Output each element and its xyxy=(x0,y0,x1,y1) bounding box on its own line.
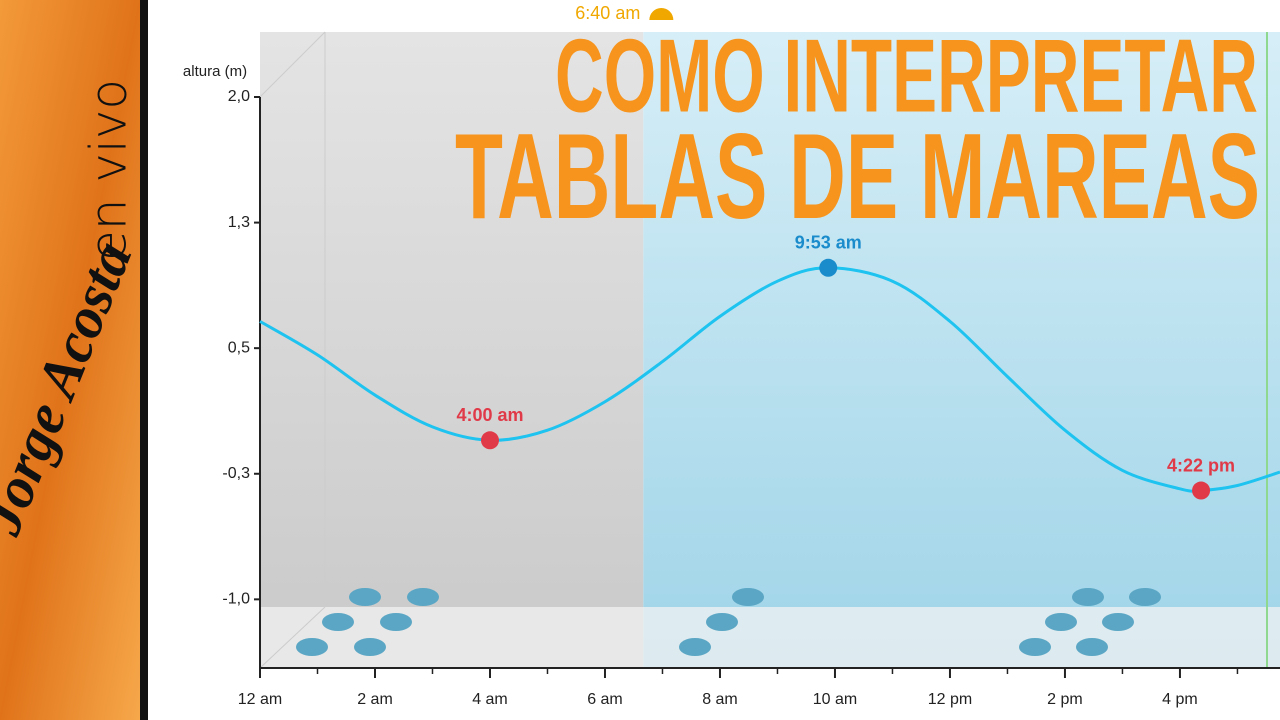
x-tick-label: 12 pm xyxy=(928,691,972,708)
x-tick-label: 4 am xyxy=(472,691,508,708)
chart: 6:40 am 2,0 1,3 0,5 -0,3 -1,0 12 am 2 am 4 am 6 a… xyxy=(222,3,1280,708)
night-region xyxy=(260,32,644,668)
x-tick-label: 6 am xyxy=(587,691,623,708)
extreme-label: 4:00 am xyxy=(456,405,523,425)
extreme-label: 9:53 am xyxy=(795,233,862,253)
y-tick-label: 0,5 xyxy=(228,339,250,356)
x-tick-label: 2 am xyxy=(357,691,393,708)
title-line: COMO INTERPRETAR xyxy=(555,18,1258,134)
y-tick-label: 2,0 xyxy=(228,88,250,105)
extreme-label: 4:22 pm xyxy=(1167,455,1235,475)
brand-tagline: en vivo xyxy=(80,79,138,261)
tide-line xyxy=(259,266,1280,493)
y-tick-label: 1,3 xyxy=(228,214,250,231)
day-region xyxy=(643,32,1280,668)
perspective-line xyxy=(259,606,326,669)
y-tick-label: -1,0 xyxy=(222,591,250,608)
sunrise-label: 6:40 am xyxy=(575,3,640,23)
sun-icon xyxy=(649,8,674,20)
fish-icons xyxy=(296,588,1161,656)
x-tick-label: 8 am xyxy=(702,691,738,708)
x-tick-label: 10 am xyxy=(813,691,857,708)
x-tick-label: 12 am xyxy=(238,691,282,708)
brand-border xyxy=(140,0,148,720)
brand-strip xyxy=(0,0,140,720)
y-tick-label: -0,3 xyxy=(222,465,250,482)
perspective-line xyxy=(259,31,326,98)
title-line: TABLAS DE MAREAS xyxy=(455,108,1260,244)
extreme-marker xyxy=(1192,481,1211,500)
y-axis-label: altura (m) xyxy=(183,63,247,80)
extreme-marker xyxy=(819,258,838,277)
x-tick-label: 4 pm xyxy=(1162,691,1198,708)
x-tick-label: 2 pm xyxy=(1047,691,1083,708)
extreme-marker xyxy=(480,431,499,450)
